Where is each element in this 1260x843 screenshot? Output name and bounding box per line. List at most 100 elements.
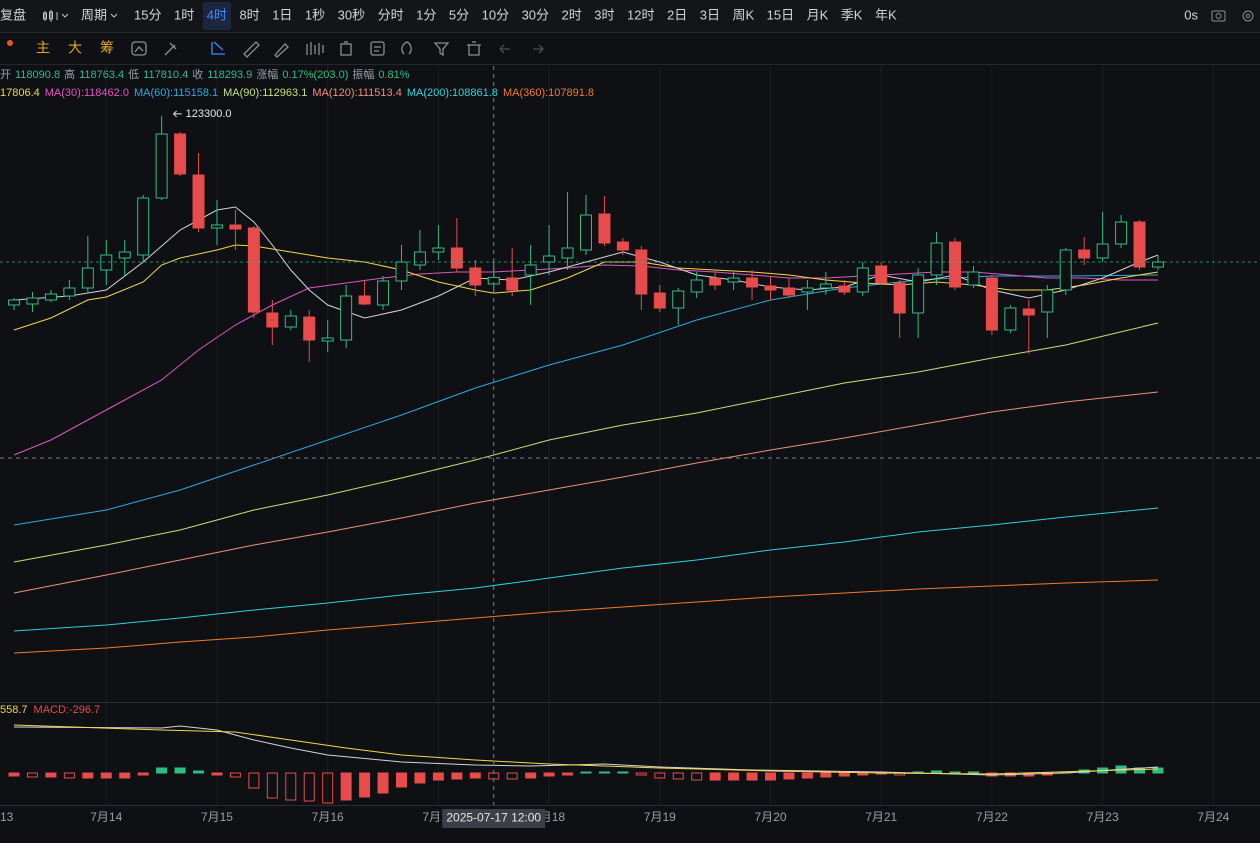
legend-entry: MA(200):108861.8 bbox=[407, 87, 498, 99]
period-option[interactable]: 15分 bbox=[134, 7, 161, 22]
macd-bar bbox=[617, 771, 629, 774]
candle-body bbox=[672, 290, 685, 309]
macd-bar bbox=[211, 772, 223, 776]
macd-bar bbox=[562, 772, 574, 776]
period-option[interactable]: 月K bbox=[807, 7, 829, 22]
moving-average-line bbox=[13, 507, 1159, 632]
macd-bar bbox=[691, 772, 703, 781]
candle-body bbox=[413, 251, 426, 266]
pattern-icon[interactable] bbox=[306, 42, 324, 55]
settings-icon[interactable] bbox=[1242, 10, 1254, 22]
candle-body bbox=[395, 261, 408, 282]
period-option[interactable]: 3日 bbox=[700, 7, 720, 22]
candle-body bbox=[137, 197, 150, 256]
candle-body bbox=[1059, 249, 1072, 291]
replay-button[interactable]: 复盘 bbox=[0, 7, 26, 22]
period-option[interactable]: 1分 bbox=[416, 7, 436, 22]
screenshot-icon[interactable] bbox=[1211, 10, 1226, 22]
period-option[interactable]: 年K bbox=[875, 7, 897, 22]
candle-body bbox=[44, 293, 57, 301]
candle-body bbox=[653, 292, 666, 309]
info-label: 低 bbox=[128, 68, 139, 81]
legend-entry: MA(30):118462.0 bbox=[45, 87, 129, 99]
candle-body bbox=[1022, 308, 1035, 316]
magnet-icon[interactable] bbox=[401, 41, 412, 55]
candle-body bbox=[543, 255, 556, 263]
macd-bar bbox=[709, 772, 721, 781]
timer: 0s bbox=[1184, 7, 1198, 22]
macd-bar bbox=[82, 772, 94, 779]
period-option[interactable]: 30分 bbox=[522, 7, 549, 22]
macd-bar bbox=[119, 772, 131, 779]
candle-body bbox=[432, 247, 445, 253]
macd-bar bbox=[469, 772, 481, 779]
candle-body bbox=[1115, 221, 1128, 245]
period-option[interactable]: 15日 bbox=[767, 7, 794, 22]
chart-mode-button[interactable]: 筹 bbox=[100, 40, 114, 56]
period-option[interactable]: 1日 bbox=[272, 7, 292, 22]
x-tick-label: 7月22 bbox=[976, 810, 1008, 824]
indicator-icon[interactable] bbox=[131, 41, 147, 56]
period-option[interactable]: 季K bbox=[841, 7, 863, 22]
ruler-icon[interactable] bbox=[243, 41, 260, 58]
info-value: 118293.9 bbox=[207, 69, 252, 81]
macd-bar bbox=[654, 772, 666, 779]
candle-body bbox=[1133, 221, 1146, 268]
period-menu[interactable]: 周期 bbox=[81, 7, 107, 22]
macd-bar bbox=[820, 772, 832, 778]
period-option[interactable]: 4时 bbox=[207, 7, 227, 22]
period-option[interactable]: 周K bbox=[732, 7, 754, 22]
period-option[interactable]: 8时 bbox=[239, 7, 259, 22]
candle-body bbox=[801, 287, 814, 293]
period-option[interactable]: 5分 bbox=[449, 7, 469, 22]
period-option[interactable]: 1秒 bbox=[305, 7, 325, 22]
undo-icon[interactable] bbox=[499, 44, 510, 54]
candle-body bbox=[284, 315, 297, 328]
delete-icon[interactable] bbox=[467, 41, 481, 56]
candle-body bbox=[875, 265, 888, 284]
line-tool-icon[interactable] bbox=[211, 41, 225, 55]
period-option[interactable]: 1时 bbox=[174, 7, 194, 22]
x-tick-label: 7月24 bbox=[1197, 810, 1229, 824]
candle-body bbox=[930, 242, 943, 276]
period-option[interactable]: 12时 bbox=[627, 7, 654, 22]
moving-average-line bbox=[13, 264, 1158, 456]
period-option[interactable]: 分时 bbox=[378, 7, 404, 22]
candle-body bbox=[266, 312, 279, 328]
chart-mode-button[interactable]: 大 bbox=[68, 40, 82, 56]
period-option[interactable]: 30秒 bbox=[338, 7, 365, 22]
candle-type-icon[interactable] bbox=[43, 10, 69, 22]
filter-icon[interactable] bbox=[433, 42, 450, 57]
macd-bar bbox=[377, 772, 389, 794]
candle-body bbox=[229, 224, 242, 230]
candle-body bbox=[100, 254, 113, 271]
tools-icon[interactable] bbox=[164, 42, 177, 56]
macd-bar bbox=[746, 772, 758, 781]
period-option[interactable]: 2时 bbox=[562, 7, 582, 22]
info-label: 收 bbox=[192, 67, 203, 81]
chart-mode-button[interactable]: 主 bbox=[36, 40, 50, 56]
candle-body bbox=[155, 133, 168, 199]
note-icon[interactable] bbox=[370, 41, 385, 56]
redo-icon[interactable] bbox=[533, 44, 544, 54]
period-option[interactable]: 10分 bbox=[482, 7, 509, 22]
macd-bar bbox=[432, 772, 444, 781]
macd-bar bbox=[857, 772, 869, 776]
macd-bar bbox=[156, 767, 168, 774]
period-option[interactable]: 2日 bbox=[667, 7, 687, 22]
macd-bar bbox=[395, 772, 407, 788]
measure-icon[interactable] bbox=[340, 41, 352, 56]
legend-entry: MA(360):107891.8 bbox=[503, 87, 594, 99]
info-label: 涨幅 bbox=[256, 68, 278, 81]
period-option[interactable]: 3时 bbox=[594, 7, 614, 22]
candle-body bbox=[210, 224, 223, 229]
macd-bar bbox=[598, 771, 610, 774]
dropdown-arrow bbox=[110, 13, 118, 18]
macd-bar bbox=[26, 772, 38, 778]
pen-icon[interactable] bbox=[274, 43, 289, 58]
macd-bar bbox=[248, 772, 260, 789]
macd-bar bbox=[765, 772, 777, 781]
candle-body bbox=[893, 282, 906, 314]
active-period-bg bbox=[202, 2, 231, 30]
